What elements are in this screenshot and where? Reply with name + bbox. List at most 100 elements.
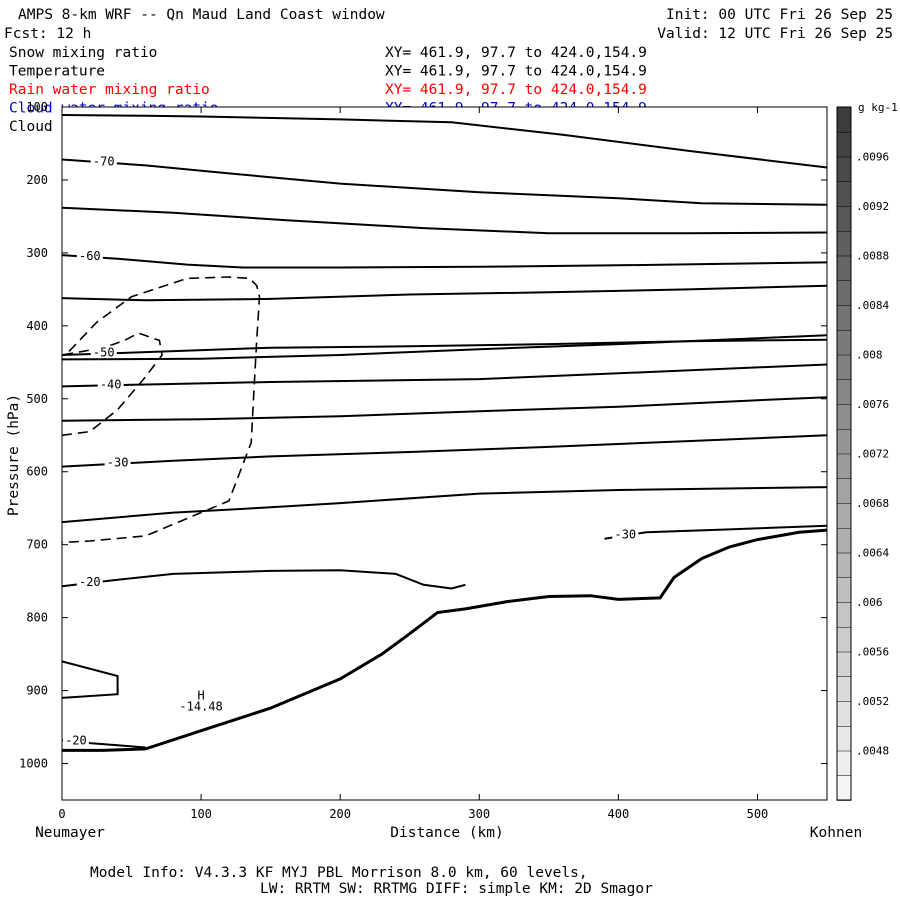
colorbar-segment bbox=[836, 651, 852, 677]
temperature-contour bbox=[61, 434, 828, 468]
y-tick-label: 900 bbox=[26, 684, 48, 698]
colorbar-segment bbox=[836, 577, 852, 603]
colorbar-tick-label: .0052 bbox=[856, 695, 889, 708]
colorbar-segment bbox=[836, 601, 852, 628]
colorbar-segment bbox=[836, 230, 852, 257]
colorbar-segment bbox=[836, 354, 852, 380]
x-tick-label: 400 bbox=[608, 807, 630, 821]
colorbar-segment bbox=[836, 329, 852, 356]
x-tick-label: 200 bbox=[329, 807, 351, 821]
contour-label: -40 bbox=[100, 377, 122, 391]
y-tick-label: 700 bbox=[26, 538, 48, 552]
x-end-label: Kohnen bbox=[810, 825, 862, 841]
colorbar-tick-label: .0076 bbox=[856, 398, 889, 411]
temperature-contour bbox=[61, 334, 828, 361]
colorbar-tick-label: .0088 bbox=[856, 250, 889, 263]
colorbar-segment bbox=[836, 775, 852, 801]
colorbar-units: g kg-1 bbox=[858, 101, 898, 114]
contour-label: -20 bbox=[65, 734, 87, 748]
y-tick-label: 500 bbox=[26, 392, 48, 406]
terrain-line bbox=[62, 528, 828, 752]
colorbar-segment bbox=[836, 280, 852, 306]
temperature-contour bbox=[61, 254, 828, 269]
contour-label-bg bbox=[76, 248, 103, 261]
temperature-contour bbox=[61, 486, 828, 524]
colorbar-segment bbox=[836, 304, 852, 331]
variable-xy-range: XY= 461.9, 97.7 to 424.0,154.9 bbox=[385, 64, 647, 80]
temperature-contour bbox=[61, 114, 828, 169]
x-start-label: Neumayer bbox=[35, 825, 105, 841]
y-tick-label: 200 bbox=[26, 173, 48, 187]
x-tick-label: 500 bbox=[747, 807, 769, 821]
colorbar-segment bbox=[836, 700, 852, 727]
forecast-hour: Fcst: 12 h bbox=[4, 26, 91, 42]
y-tick-label: 1000 bbox=[19, 757, 48, 771]
contour-label-bg bbox=[97, 377, 124, 390]
colorbar-segment bbox=[836, 552, 852, 578]
colorbar-tick-label: .0072 bbox=[856, 448, 889, 461]
colorbar-tick-label: .0068 bbox=[856, 497, 889, 510]
colorbar-tick-label: .0096 bbox=[856, 151, 889, 164]
colorbar-segment bbox=[836, 156, 852, 182]
max-annotation: H bbox=[197, 688, 204, 702]
contour-labels: -70 -60 -50 -40 -30 -20 -20 -30 H-14.48 bbox=[62, 154, 639, 748]
colorbar-segment bbox=[836, 181, 852, 207]
y-tick-label: 300 bbox=[26, 246, 48, 260]
x-tick-label: 100 bbox=[190, 807, 212, 821]
contour-label-bg bbox=[104, 455, 131, 468]
contour-label-bg bbox=[62, 733, 89, 746]
y-axis-label: Pressure (hPa) bbox=[6, 394, 22, 516]
temperature-contour bbox=[61, 660, 119, 699]
contour-label-bg bbox=[90, 345, 117, 358]
colorbar-segment bbox=[836, 527, 852, 554]
colorbar-tick-label: .0064 bbox=[856, 547, 889, 560]
temperature-contour bbox=[61, 206, 828, 235]
colorbar-tick-label: .0048 bbox=[856, 745, 889, 758]
colorbar-tick-label: .0084 bbox=[856, 299, 889, 312]
model-info-line1: Model Info: V4.3.3 KF MYJ PBL Morrison 8… bbox=[90, 865, 588, 881]
chart-title: AMPS 8-km WRF -- Qn Maud Land Coast wind… bbox=[18, 7, 385, 23]
colorbar-tick-label: .0056 bbox=[856, 646, 889, 659]
temperature-contour bbox=[61, 569, 466, 590]
colorbar: .0096 .0092 .0088 .0084 .008 .0076 .0072 .0068.… bbox=[836, 106, 889, 801]
colorbar-segment bbox=[836, 502, 852, 529]
colorbar-segment bbox=[836, 676, 852, 702]
variable-xy-range: XY= 461.9, 97.7 to 424.0,154.9 bbox=[385, 82, 647, 98]
temperature-contour bbox=[61, 396, 828, 422]
temperature-contour bbox=[61, 284, 828, 302]
colorbar-segment bbox=[836, 106, 852, 133]
plot-area bbox=[61, 106, 828, 801]
contour-label: -20 bbox=[79, 575, 101, 589]
contour-label: -70 bbox=[93, 154, 115, 168]
colorbar-segment bbox=[836, 379, 852, 405]
colorbar-segment bbox=[836, 750, 852, 776]
contour-label-bg bbox=[612, 527, 639, 540]
x-tick-label: 300 bbox=[468, 807, 490, 821]
variable-name: Snow mixing ratio bbox=[9, 45, 157, 61]
temperature-contour bbox=[61, 363, 828, 388]
contour-label: -30 bbox=[614, 528, 636, 542]
colorbar-tick-label: .006 bbox=[856, 596, 883, 609]
y-tick-label: 800 bbox=[26, 611, 48, 625]
colorbar-segment bbox=[836, 478, 852, 504]
colorbar-frame bbox=[836, 106, 852, 801]
contour-label: -50 bbox=[93, 346, 115, 360]
mixing-ratio-contour bbox=[61, 332, 163, 437]
y-tick-label: 600 bbox=[26, 465, 48, 479]
colorbar-segment bbox=[836, 626, 852, 653]
axis-ticks: 100 200 300 400 500 600 700 800 900 1000 0 100 200 30… bbox=[19, 100, 827, 821]
contour-label-bg bbox=[76, 574, 103, 587]
init-time: Init: 00 UTC Fri 26 Sep 25 bbox=[666, 7, 893, 23]
colorbar-tick-label: .008 bbox=[856, 349, 883, 362]
colorbar-segment bbox=[836, 428, 852, 455]
variable-name: Temperature bbox=[9, 64, 105, 80]
x-axis-label: Distance (km) bbox=[390, 825, 504, 841]
max-annotation: -14.48 bbox=[179, 699, 222, 713]
variable-xy-range: XY= 461.9, 97.7 to 424.0,154.9 bbox=[385, 45, 647, 61]
temperature-contour bbox=[61, 158, 828, 206]
mixing-ratio-contour bbox=[61, 276, 261, 544]
valid-time: Valid: 12 UTC Fri 26 Sep 25 bbox=[657, 26, 893, 42]
colorbar-segment bbox=[836, 725, 852, 752]
variable-name: Rain water mixing ratio bbox=[9, 82, 210, 98]
